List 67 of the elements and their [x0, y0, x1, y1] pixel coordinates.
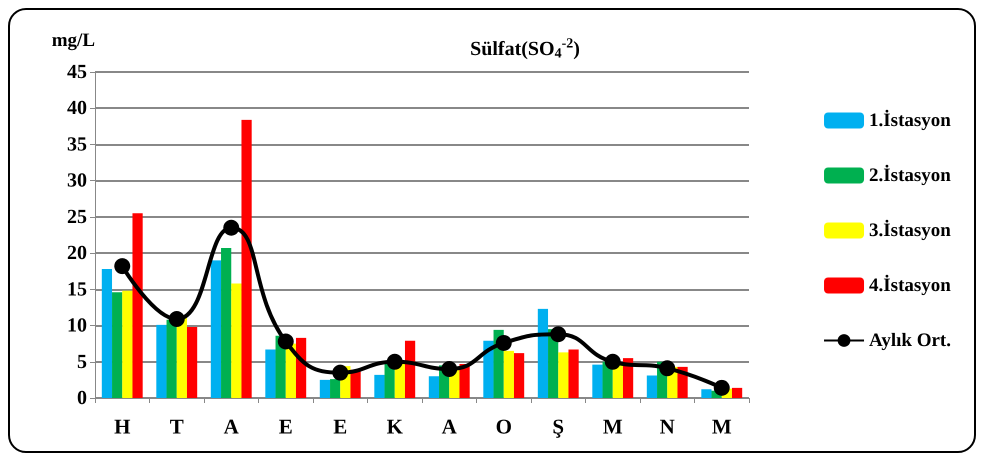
- bar: [646, 376, 658, 398]
- point: [114, 258, 130, 274]
- y-tick-label: 15: [67, 278, 87, 300]
- bar: [504, 350, 514, 398]
- legend-label: 1.İstasyon: [869, 109, 952, 131]
- point: [223, 220, 240, 236]
- x-tick-label: O: [496, 414, 512, 438]
- x-tick-label: A: [224, 414, 240, 438]
- x-tick-label: K: [386, 414, 404, 438]
- y-tick-label: 30: [67, 170, 87, 192]
- x-tick-label: H: [114, 414, 130, 438]
- bar: [166, 320, 177, 398]
- point: [550, 326, 566, 342]
- bar: [241, 120, 252, 398]
- bar: [156, 324, 167, 398]
- bar: [514, 353, 524, 398]
- bar: [122, 290, 132, 398]
- point: [496, 334, 512, 351]
- bar: [558, 352, 568, 398]
- x-tick-label: E: [278, 414, 293, 438]
- bar: [265, 349, 276, 398]
- y-tick-label: 5: [77, 350, 87, 373]
- bar: [374, 374, 385, 398]
- point: [386, 354, 403, 370]
- bar: [132, 213, 143, 398]
- bar: [428, 376, 440, 398]
- point: [278, 333, 294, 350]
- y-tick-label: 0: [77, 387, 87, 409]
- y-tick-label: 45: [67, 61, 87, 83]
- point: [714, 380, 730, 396]
- bar: [186, 327, 198, 398]
- bar: [112, 292, 122, 398]
- bar: [210, 260, 222, 398]
- y-tick-label: 35: [67, 133, 87, 156]
- legend-label: 2.İstasyon: [869, 164, 952, 186]
- legend-label: 3.İstasyon: [869, 219, 952, 241]
- bar: [612, 365, 623, 398]
- legend-label: 4.İstasyon: [869, 274, 952, 296]
- y-tick-label: 25: [67, 206, 87, 228]
- bar: [221, 248, 232, 398]
- x-tick-label: A: [442, 414, 458, 438]
- bar: [231, 284, 242, 398]
- y-tick-label: 40: [67, 97, 87, 120]
- x-tick-label: M: [602, 414, 623, 438]
- y-tick-label: 20: [67, 242, 87, 264]
- x-tick-label: Ş: [552, 414, 564, 438]
- x-tick-label: M: [712, 414, 732, 438]
- bar: [102, 269, 112, 398]
- y-tick-label: 10: [67, 314, 87, 337]
- bar: [592, 364, 603, 398]
- x-tick-label: E: [333, 414, 348, 438]
- legend-label: Aylık Ort.: [869, 330, 952, 351]
- point: [659, 360, 676, 376]
- y-axis-title: mg/L: [52, 30, 95, 51]
- bar: [701, 389, 712, 398]
- x-tick-label: T: [170, 414, 184, 438]
- bar: [330, 379, 340, 398]
- bar: [404, 340, 416, 398]
- point: [441, 361, 458, 378]
- x-tick-label: N: [660, 414, 675, 438]
- bar: [538, 308, 548, 398]
- point: [168, 311, 185, 328]
- point: [332, 364, 348, 381]
- bar: [320, 380, 330, 398]
- point: [604, 354, 621, 370]
- bar: [732, 388, 742, 398]
- bar: [568, 349, 579, 398]
